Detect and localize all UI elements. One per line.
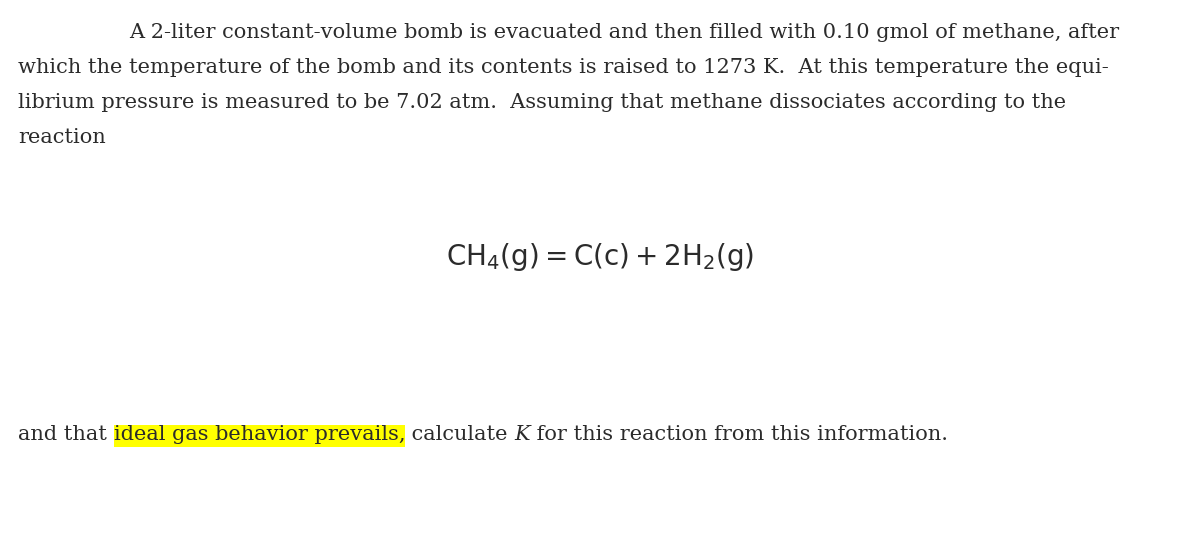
Text: and that: and that	[18, 425, 114, 444]
Text: K: K	[514, 425, 529, 444]
Text: A 2-liter constant-volume bomb is evacuated and then filled with 0.10 gmol of me: A 2-liter constant-volume bomb is evacua…	[130, 23, 1120, 42]
Text: which the temperature of the bomb and its contents is raised to 1273 K.  At this: which the temperature of the bomb and it…	[18, 58, 1109, 77]
Text: ideal gas behavior prevails,: ideal gas behavior prevails,	[114, 425, 406, 444]
Text: librium pressure is measured to be 7.02 atm.  Assuming that methane dissociates : librium pressure is measured to be 7.02 …	[18, 93, 1066, 112]
Text: for this reaction from this information.: for this reaction from this information.	[529, 425, 948, 444]
Text: $\mathrm{CH_4(g) = C(c) + 2H_2(g)}$: $\mathrm{CH_4(g) = C(c) + 2H_2(g)}$	[446, 241, 754, 273]
Text: reaction: reaction	[18, 128, 106, 147]
Text: calculate: calculate	[406, 425, 514, 444]
